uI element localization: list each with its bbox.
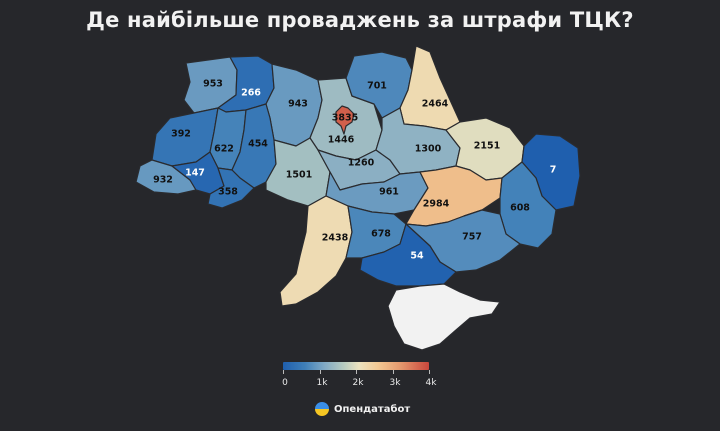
legend-gradient-bar (283, 362, 429, 370)
legend-tick-label: 0 (282, 378, 288, 388)
legend-tick-mark (429, 370, 430, 374)
region-value-label-chernivtsi: 358 (218, 187, 238, 198)
region-value-label-kharkiv: 2151 (474, 141, 500, 152)
region-sumy[interactable] (399, 45, 461, 131)
legend-tick-mark (393, 370, 394, 374)
region-value-label-khmelnytskyi: 454 (248, 139, 268, 150)
legend-tick-label: 4k (425, 378, 437, 388)
legend-tick-label: 1k (316, 378, 328, 388)
region-value-label-donetsk: 608 (510, 203, 530, 214)
region-value-label-dnipropetrovsk: 2984 (423, 199, 450, 210)
brand-name: Опендатабот (334, 403, 411, 415)
region-value-label-poltava: 1300 (415, 144, 442, 155)
region-value-label-zhytomyr: 943 (288, 99, 308, 110)
legend-tick-mark (320, 370, 321, 374)
brand: Опендатабот (315, 401, 410, 417)
region-value-label-kherson: 54 (410, 251, 424, 262)
region-value-label-kyiv-city: 3835 (332, 113, 358, 124)
region-value-label-ivano-frankivsk: 147 (185, 168, 205, 179)
region-value-label-zaporizhzhia: 757 (462, 232, 482, 243)
map-title: Де найбільше проваджень за штрафи ТЦК? (86, 8, 634, 32)
region-value-label-lviv: 392 (171, 129, 191, 140)
region-value-label-sumy: 2464 (422, 99, 449, 110)
region-value-label-kirovohrad: 961 (379, 187, 399, 198)
region-value-label-chernihiv: 701 (367, 81, 387, 92)
region-value-label-rivne: 266 (241, 88, 261, 99)
region-value-label-volyn: 953 (203, 79, 223, 90)
region-value-labels: 953 266 943 1446 3835 701 2464 392 622 454 1501 126… (153, 79, 556, 262)
region-donetsk[interactable] (499, 161, 557, 249)
region-chernivtsi[interactable] (207, 167, 255, 209)
legend-tick-mark (283, 370, 284, 374)
region-value-label-luhansk: 7 (550, 165, 557, 176)
region-value-label-ternopil: 622 (214, 144, 234, 155)
region-khmelnytskyi[interactable] (231, 103, 277, 189)
legend-tick-label: 3k (389, 378, 401, 388)
region-value-label-odesa: 2438 (322, 233, 349, 244)
opendatabot-logo-icon (315, 402, 329, 416)
legend-tick-label: 2k (352, 378, 364, 388)
region-kyiv-city[interactable] (335, 105, 355, 135)
region-value-label-zakarpattia: 932 (153, 175, 173, 186)
legend-tick-mark (356, 370, 357, 374)
region-odesa[interactable] (279, 195, 353, 307)
region-value-label-cherkasy: 1260 (348, 158, 375, 169)
region-value-label-kyiv-oblast: 1446 (328, 135, 355, 146)
color-legend: 0 1k 2k 3k 4k (282, 362, 436, 392)
region-crimea[interactable] (387, 283, 501, 351)
region-value-label-mykolaiv: 678 (371, 229, 391, 240)
region-value-label-vinnytsia: 1501 (286, 170, 312, 181)
